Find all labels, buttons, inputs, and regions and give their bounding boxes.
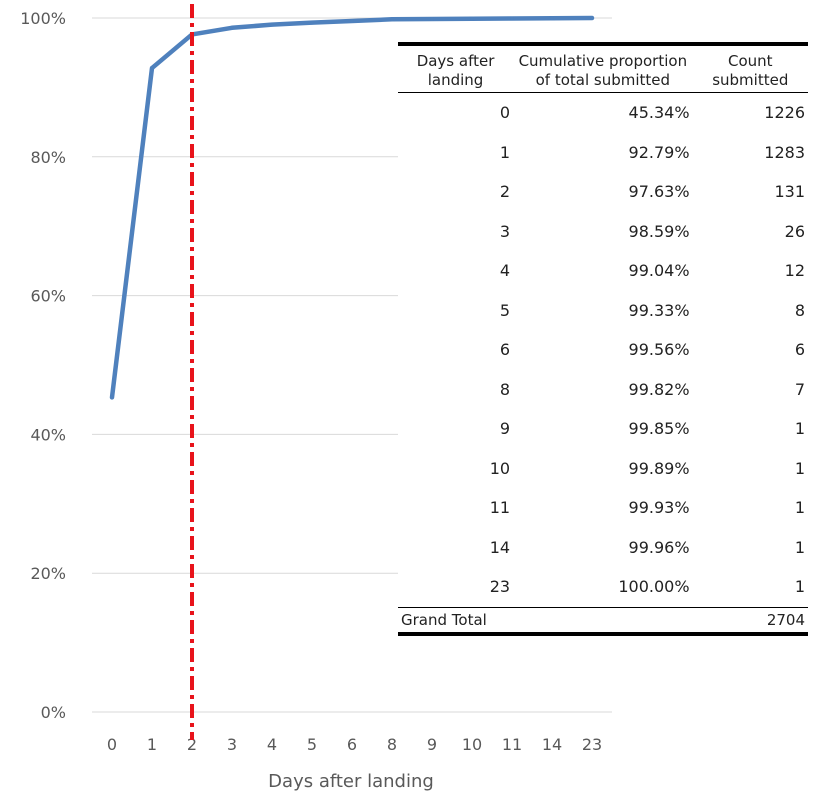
- table-row: 1 92.79% 1283: [398, 133, 808, 173]
- cell-cumulative: 92.79%: [628, 142, 690, 162]
- submission-table: Days after landing Cumulative proportion…: [398, 42, 808, 636]
- cell-cumulative: 99.56%: [628, 340, 690, 360]
- cell-cumulative: 100.00%: [513, 567, 693, 608]
- cell-days: 9: [499, 419, 511, 439]
- cell-days: 6: [499, 340, 511, 360]
- table-row: 2 97.63% 131: [398, 172, 808, 212]
- cell-days: 1: [499, 142, 511, 162]
- x-tick-label: 23: [582, 735, 602, 754]
- cell-count: 1: [794, 537, 805, 557]
- cell-days: 11: [489, 498, 511, 518]
- x-tick-label: 5: [307, 735, 317, 754]
- cell-count: 1: [794, 458, 805, 478]
- x-tick-label: 9: [427, 735, 437, 754]
- x-tick-label: 10: [462, 735, 482, 754]
- cell-count: 1283: [764, 142, 805, 162]
- data-point: [430, 17, 434, 22]
- table-row: 3 98.59% 26: [398, 212, 808, 252]
- x-tick-label: 6: [347, 735, 357, 754]
- data-point: [510, 16, 514, 21]
- cell-cumulative: 99.04%: [628, 261, 690, 281]
- cell-days: 0: [499, 103, 511, 123]
- data-point: [110, 395, 114, 400]
- data-point: [310, 20, 314, 25]
- header-count: Count submitted: [692, 42, 808, 93]
- data-point: [270, 22, 274, 27]
- cell-days: 10: [489, 458, 511, 478]
- table-header-row: Days after landing Cumulative proportion…: [398, 42, 808, 93]
- table-row: 5 99.33% 8: [398, 291, 808, 331]
- cell-cumulative: 45.34%: [628, 103, 690, 123]
- cell-days: 8: [499, 379, 511, 399]
- x-tick-label: 2: [187, 735, 197, 754]
- x-tick-label: 3: [227, 735, 237, 754]
- table-row: 0 45.34% 1226: [398, 93, 808, 133]
- y-tick-label: 100%: [20, 9, 66, 28]
- gridlines: [92, 17, 612, 713]
- x-axis-title: Days after landing: [268, 771, 434, 792]
- data-point: [150, 66, 154, 71]
- header-days: Days after landing: [398, 42, 514, 93]
- data-point: [550, 16, 554, 21]
- data-point: [230, 25, 234, 30]
- cell-count: 131: [774, 182, 805, 202]
- cell-days: 5: [499, 300, 511, 320]
- cell-days: 3: [499, 221, 511, 241]
- cell-cumulative: 99.33%: [628, 300, 690, 320]
- cell-count: 1: [794, 419, 805, 439]
- table-row: 10 99.89% 1: [398, 449, 808, 489]
- table-row: 14 99.96% 1: [398, 528, 808, 568]
- cell-cumulative: 99.89%: [628, 458, 690, 478]
- x-tick-label: 4: [267, 735, 277, 754]
- x-axis-ticks: 0 1 2 3 4 5 6 8 9 10 11 14 23: [107, 735, 602, 754]
- x-tick-label: 11: [502, 735, 522, 754]
- table-row: 23 100.00% 1: [398, 567, 808, 608]
- table-row: 11 99.93% 1: [398, 488, 808, 528]
- data-point: [350, 19, 354, 24]
- cell-count: 1: [794, 498, 805, 518]
- data-point: [390, 17, 394, 22]
- data-point: [470, 16, 474, 21]
- table-row: 6 99.56% 6: [398, 330, 808, 370]
- x-tick-label: 1: [147, 735, 157, 754]
- cell-count: 12: [784, 261, 805, 281]
- header-cumulative: Cumulative proportion of total submitted: [513, 42, 693, 93]
- cell-count: 8: [794, 300, 805, 320]
- x-tick-label: 8: [387, 735, 397, 754]
- grand-total-empty: [513, 607, 693, 636]
- grand-total-row: Grand Total 2704: [398, 607, 808, 636]
- cell-count: 7: [794, 379, 805, 399]
- cell-days: 14: [489, 537, 511, 557]
- cell-count: 1: [692, 567, 808, 608]
- grand-total-label: Grand Total: [398, 607, 514, 636]
- cell-count: 1226: [764, 103, 805, 123]
- x-tick-label: 14: [542, 735, 562, 754]
- cell-cumulative: 98.59%: [628, 221, 690, 241]
- table-row: 4 99.04% 12: [398, 251, 808, 291]
- cell-days: 4: [499, 261, 511, 281]
- y-tick-label: 80%: [30, 148, 66, 167]
- table-body: 0 45.34% 1226 1 92.79% 1283 2 97.63% 131 3 98.59% 2…: [398, 93, 808, 608]
- y-tick-label: 40%: [30, 425, 66, 444]
- x-tick-label: 0: [107, 735, 117, 754]
- cell-count: 26: [784, 221, 805, 241]
- y-tick-label: 20%: [30, 564, 66, 583]
- cell-cumulative: 99.96%: [628, 537, 690, 557]
- cell-count: 6: [794, 340, 805, 360]
- y-axis-ticks: 0% 20% 40% 60% 80% 100%: [20, 9, 66, 722]
- cell-cumulative: 99.82%: [628, 379, 690, 399]
- cell-cumulative: 99.93%: [628, 498, 690, 518]
- y-tick-label: 60%: [30, 287, 66, 306]
- y-tick-label: 0%: [41, 703, 66, 722]
- cell-days: 2: [499, 182, 511, 202]
- grand-total-value: 2704: [692, 607, 808, 636]
- cell-cumulative: 99.85%: [628, 419, 690, 439]
- cell-days: 23: [398, 567, 514, 608]
- cell-cumulative: 97.63%: [628, 182, 690, 202]
- data-point: [590, 16, 594, 20]
- table-row: 9 99.85% 1: [398, 409, 808, 449]
- table-row: 8 99.82% 7: [398, 370, 808, 410]
